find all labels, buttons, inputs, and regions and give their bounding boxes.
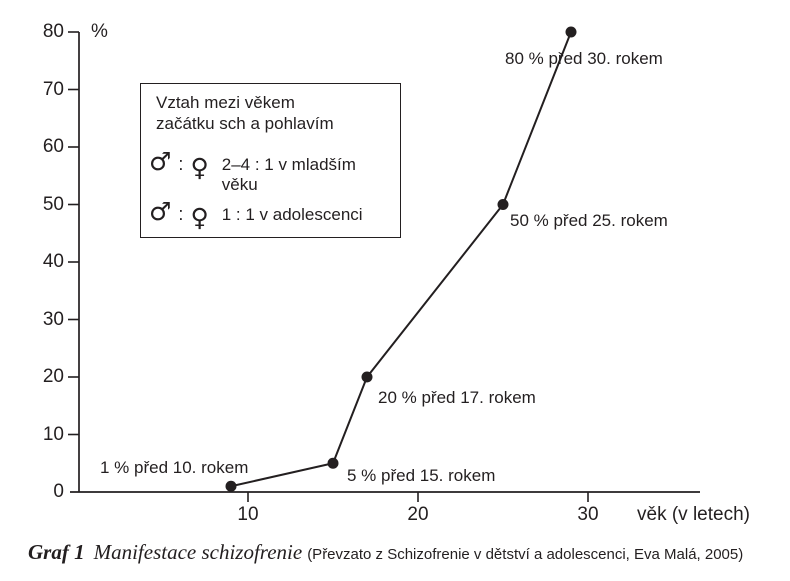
y-tick-label: 10	[42, 423, 64, 445]
x-tick-label: 10	[237, 504, 259, 525]
legend-row-adolescence: ♂ : ♀ 1 : 1 v adolescenci	[149, 198, 390, 232]
female-icon: ♀	[190, 203, 209, 232]
point-annotation: 80 % před 30. rokem	[505, 49, 663, 68]
y-tick-label: 40	[42, 251, 64, 272]
y-tick-label: 70	[42, 78, 64, 100]
ratio-colon: :	[178, 204, 184, 224]
data-point	[327, 457, 339, 469]
x-tick-label: 30	[577, 504, 599, 525]
chart-layer: % věk (v letech) 0 10 20 30 40 50 60 70 80 10 20 30…	[42, 21, 750, 525]
data-point	[361, 371, 373, 383]
y-tick-label: 50	[42, 193, 64, 215]
data-point	[565, 26, 577, 38]
y-tick-label: 0	[53, 481, 64, 502]
male-icon: ♂	[149, 147, 172, 176]
ratio-text-adolescence: 1 : 1 v adolescenci	[221, 205, 363, 224]
ratio-colon: :	[178, 154, 184, 174]
y-tick-label: 20	[42, 366, 64, 387]
legend-title: Vztah mezi věkem začátku sch a pohlavím	[156, 92, 390, 134]
male-icon: ♂	[149, 197, 172, 226]
figure-caption: Graf 1 Manifestace schizofrenie (Převzato …	[28, 540, 743, 565]
y-tick-label: 60	[42, 136, 64, 157]
point-annotation: 20 % před 17. rokem	[378, 388, 536, 407]
point-annotation: 5 % před 15. rokem	[347, 466, 496, 485]
ratio-text-younger: 2–4 : 1 v mladším věku	[221, 155, 356, 194]
data-point	[225, 480, 237, 492]
plot-svg	[68, 26, 700, 502]
caption-title: Manifestace schizofrenie	[93, 540, 303, 564]
x-axis-label: věk (v letech)	[637, 504, 750, 525]
y-axis-unit-label: %	[91, 21, 108, 42]
point-annotation: 50 % před 25. rokem	[510, 211, 668, 230]
y-tick-label: 80	[42, 21, 64, 42]
legend-title-line-2: začátku sch a pohlavím	[156, 114, 334, 133]
female-icon: ♀	[190, 153, 209, 182]
point-annotation: 1 % před 10. rokem	[100, 458, 249, 477]
caption-source: (Převzato z Schizofrenie v dětství a ado…	[307, 546, 744, 563]
legend-title-line-1: Vztah mezi věkem	[156, 93, 295, 112]
caption-label: Graf 1	[28, 540, 85, 564]
x-tick-label: 20	[407, 504, 429, 525]
data-point	[497, 199, 509, 210]
legend-box: Vztah mezi věkem začátku sch a pohlavím …	[140, 83, 401, 238]
y-tick-label: 30	[42, 308, 64, 330]
legend-row-younger-age: ♂ : ♀ 2–4 : 1 v mladším věku	[149, 147, 390, 195]
